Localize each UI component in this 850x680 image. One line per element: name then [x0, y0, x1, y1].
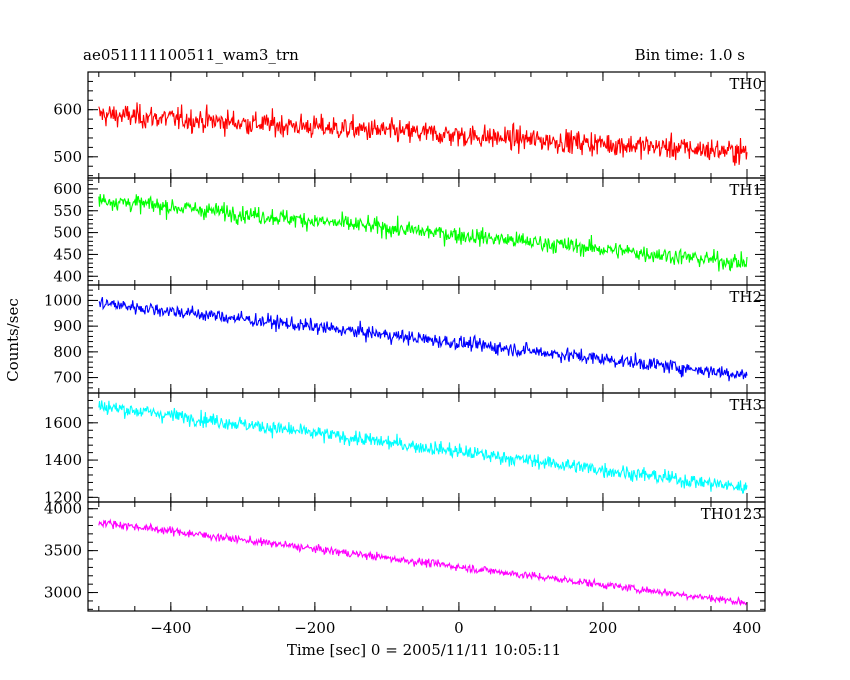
- y-tick-label: 1200: [44, 488, 82, 506]
- panel-label-th0: TH0: [729, 75, 762, 93]
- panel-frame: [87, 71, 766, 179]
- y-tick-label: 500: [53, 148, 82, 166]
- y-tick-label: 1400: [44, 451, 82, 469]
- panel-frame: [87, 177, 766, 286]
- x-axis-label: Time [sec] 0 = 2005/11/11 10:05:11: [287, 641, 561, 659]
- x-tick-label: 0: [454, 619, 464, 637]
- panel-th3: TH3 1200 1400 1600: [44, 392, 766, 506]
- panel-th0: TH0 500 600: [53, 71, 766, 179]
- panel-th2: TH2 700 800 900 1000: [44, 284, 766, 394]
- y-tick-label: 1000: [44, 291, 82, 309]
- y-tick-label: 500: [53, 224, 82, 242]
- series-line-th2: [98, 296, 748, 382]
- panel-label-th2: TH2: [729, 288, 762, 306]
- panel-label-th0123: TH0123: [701, 505, 762, 523]
- panel-label-th1: TH1: [729, 181, 762, 199]
- panel-th0123: TH0123 3000 3500 4000: [44, 500, 766, 612]
- series-line-th3: [98, 400, 748, 494]
- series-line-th1: [98, 193, 748, 272]
- y-tick-label: 900: [53, 317, 82, 335]
- x-tick-label: 400: [733, 619, 762, 637]
- y-tick-label: 600: [53, 101, 82, 119]
- series-line-th0123: [98, 518, 748, 607]
- panel-th1: TH1 400 450 500 550 600: [53, 177, 766, 286]
- y-tick-label: 600: [53, 180, 82, 198]
- y-tick-label: 3000: [44, 584, 82, 602]
- y-tick-label: 400: [53, 267, 82, 285]
- panel-label-th3: TH3: [729, 396, 762, 414]
- x-tick-label: −200: [294, 619, 335, 637]
- y-tick-label: 700: [53, 369, 82, 387]
- series-line-th0: [98, 102, 748, 166]
- y-tick-label: 550: [53, 202, 82, 220]
- y-tick-label: 800: [53, 343, 82, 361]
- chart-subtitle: Bin time: 1.0 s: [635, 46, 745, 64]
- y-axis-label: Counts/sec: [4, 298, 22, 382]
- y-tick-label: 3500: [44, 542, 82, 560]
- panels-group: TH0 500 600 TH1 400 450 500 550 600 TH2 700 800 900 1…: [44, 71, 766, 637]
- x-tick-label: 200: [589, 619, 618, 637]
- y-tick-label: 450: [53, 245, 82, 263]
- y-tick-label: 4000: [44, 500, 82, 518]
- x-tick-label: −400: [150, 619, 191, 637]
- chart-title: ae051111100511_wam3_trn: [83, 46, 299, 64]
- panel-frame: [87, 501, 766, 612]
- y-tick-label: 1600: [44, 414, 82, 432]
